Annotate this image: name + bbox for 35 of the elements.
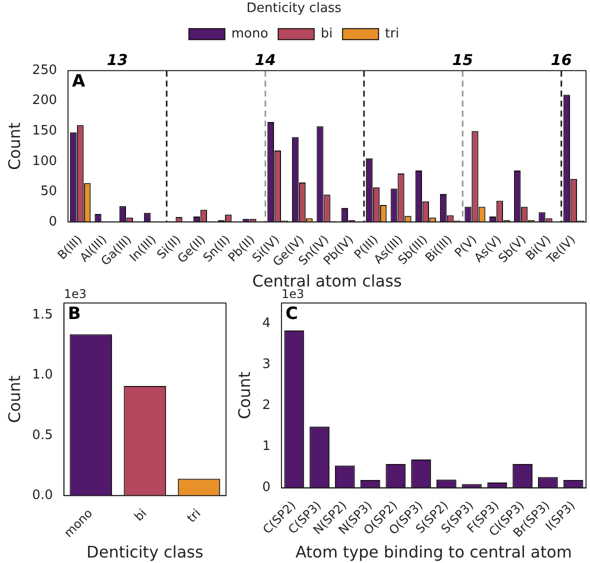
y-axis-title: Count [234, 372, 254, 420]
y-tick-label: 2 [262, 398, 270, 414]
legend-label: tri [385, 26, 400, 42]
text: 15 [452, 50, 474, 69]
y-tick-label: 200 [32, 93, 58, 108]
y-tick-label: 100 [32, 154, 58, 169]
y-tick-label: 0.0 [32, 488, 53, 503]
legend-label: mono [231, 26, 268, 42]
legend-title: Denticity class [246, 0, 342, 16]
annotation: B [68, 304, 81, 324]
x-tick-label: tri [184, 506, 204, 526]
y-tick-label: 250 [32, 62, 58, 78]
x-axis-title: Denticity class [86, 542, 204, 562]
annotation: A [72, 72, 86, 92]
y-tick-label: 1.0 [32, 368, 53, 383]
y-tick-label: 0 [262, 480, 270, 496]
text: 13 [106, 50, 128, 69]
y-tick-label: 1 [262, 439, 270, 454]
text: 1e3 [281, 287, 304, 302]
y-axis-title: Count [4, 122, 24, 170]
y-tick-label: 4 [262, 316, 270, 331]
y-tick-label: 150 [32, 123, 58, 138]
text: 14 [254, 50, 276, 69]
text: 16 [550, 50, 572, 69]
y-tick-label: 0.5 [32, 428, 53, 443]
y-tick-label: 0 [48, 214, 58, 230]
text: 1e3 [64, 287, 87, 302]
x-tick-label: bi [132, 506, 150, 524]
legend-label: bi [320, 26, 333, 42]
y-tick-label: 50 [40, 184, 58, 200]
y-tick-label: 1.5 [32, 307, 53, 322]
annotation: C [285, 304, 298, 324]
y-tick-label: 3 [262, 356, 270, 372]
y-axis-title: Count [4, 376, 24, 424]
x-axis-title: Atom type binding to central atom [295, 542, 572, 562]
